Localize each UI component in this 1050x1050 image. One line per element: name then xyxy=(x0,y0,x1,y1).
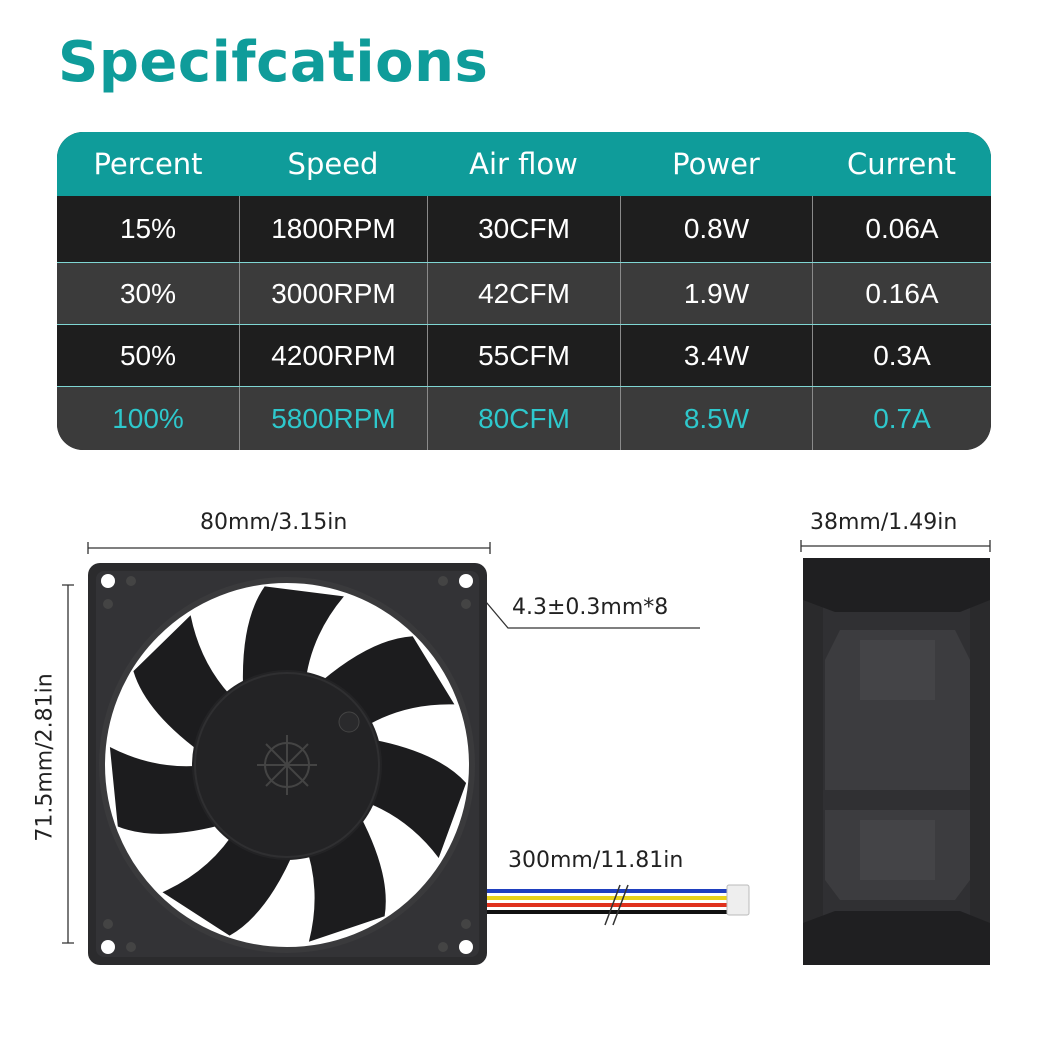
table-cell: 0.7A xyxy=(812,387,991,450)
depth-label: 38mm/1.49in xyxy=(810,510,958,535)
table-header xyxy=(57,132,991,196)
table-cell: 1.9W xyxy=(620,263,812,325)
table-cell: 50% xyxy=(119,340,177,371)
table-row: 30% 3000RPM 42CFM 1.9W 0.16A xyxy=(57,262,991,325)
table-cell: 80CFM xyxy=(427,387,620,450)
fan-blade xyxy=(242,586,344,698)
table-cell: 0.8W xyxy=(620,196,812,262)
table-cell: 5800RPM xyxy=(239,387,427,450)
wire xyxy=(487,910,727,914)
wire xyxy=(487,903,727,907)
header-power: Power xyxy=(672,147,760,181)
header-speed: Speed xyxy=(287,147,379,181)
dimension-lines xyxy=(62,540,991,944)
table-cell: 100% xyxy=(112,403,184,434)
table-row: 50% 4200RPM 55CFM 3.4W 0.3A xyxy=(57,324,991,387)
fan-cable xyxy=(487,889,727,914)
fan-blade xyxy=(359,737,467,858)
header-percent: Percent xyxy=(93,147,203,181)
table-cell: 30% xyxy=(119,278,177,309)
table-row: 15% 1800RPM 30CFM 0.8W 0.06A xyxy=(57,196,991,262)
hole-size-label: 4.3±0.3mm*8 xyxy=(512,595,669,620)
header-air-flow: Air flow xyxy=(469,147,578,181)
width-label: 80mm/3.15in xyxy=(200,510,348,535)
table-cell: 8.5W xyxy=(620,387,812,450)
wire xyxy=(487,889,727,893)
fan-front-view xyxy=(88,563,487,965)
table-cell: 30CFM xyxy=(427,196,620,262)
table-cell: 0.16A xyxy=(812,263,991,325)
table-cell: 3000RPM xyxy=(239,263,427,325)
table-cell: 4200RPM xyxy=(239,325,427,387)
fan-side-view xyxy=(803,558,990,965)
height-label: 71.5mm/2.81in xyxy=(32,673,58,842)
table-cell: 1800RPM xyxy=(239,196,427,262)
cable-length-label: 300mm/11.81in xyxy=(508,848,684,873)
table-cell: 0.3A xyxy=(812,325,991,387)
wire xyxy=(487,896,727,900)
connector xyxy=(726,884,750,916)
header-current: Current xyxy=(847,147,956,181)
spec-table: Percent Speed Air flow Power Current 15% 1800R… xyxy=(57,132,991,450)
page-title: Specifcations xyxy=(58,30,489,95)
table-cell: 15% xyxy=(119,213,177,244)
table-cell: 0.06A xyxy=(812,196,991,262)
table-cell: 55CFM xyxy=(427,325,620,387)
table-cell: 3.4W xyxy=(620,325,812,387)
table-cell: 42CFM xyxy=(427,263,620,325)
table-row: 100% 5800RPM 80CFM 8.5W 0.7A xyxy=(57,386,991,450)
